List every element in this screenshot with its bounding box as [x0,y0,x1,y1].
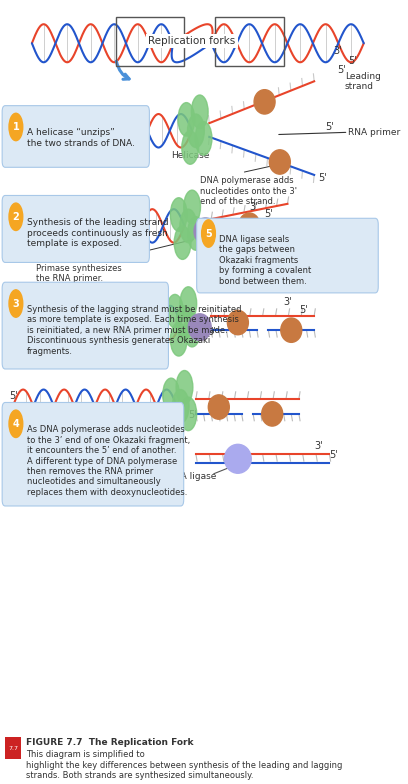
FancyBboxPatch shape [2,282,169,369]
Circle shape [9,410,23,437]
FancyBboxPatch shape [5,738,21,759]
Circle shape [180,287,197,321]
Circle shape [166,295,183,328]
Ellipse shape [281,318,302,343]
Text: 3': 3' [9,319,18,329]
Text: 3': 3' [314,441,323,451]
Text: 4: 4 [13,419,19,429]
Text: 5': 5' [318,173,327,183]
Text: DNA ligase seals
the gaps between
Okazaki fragments
by forming a covalent
bond b: DNA ligase seals the gaps between Okazak… [219,235,311,285]
Text: 5': 5' [9,391,18,401]
Ellipse shape [262,401,283,426]
Ellipse shape [227,310,248,335]
Text: 5': 5' [188,410,197,419]
Circle shape [178,103,195,136]
Text: RNA primer: RNA primer [348,128,401,136]
FancyBboxPatch shape [2,195,149,263]
Circle shape [184,191,200,223]
Circle shape [163,378,180,412]
Circle shape [184,314,200,347]
Circle shape [174,226,191,260]
Ellipse shape [224,445,251,474]
Text: 5': 5' [9,307,18,317]
FancyBboxPatch shape [2,402,184,506]
FancyBboxPatch shape [197,218,378,293]
Text: 3': 3' [9,223,18,232]
Text: FIGURE 7.7  The Replication Fork: FIGURE 7.7 The Replication Fork [26,738,194,747]
Circle shape [176,371,193,404]
Text: 3': 3' [284,297,292,307]
Circle shape [182,131,199,165]
Ellipse shape [304,220,325,245]
Text: 5': 5' [348,56,357,66]
Circle shape [171,198,187,231]
Text: This diagram is simplified to
highlight the key differences between synthesis of: This diagram is simplified to highlight … [26,750,343,780]
Text: Okazaki fragment
of the lagging strand: Okazaki fragment of the lagging strand [276,249,364,268]
Text: 5': 5' [9,211,18,221]
Circle shape [180,397,197,430]
Text: 5': 5' [213,230,222,241]
Text: 3: 3 [13,299,19,309]
Ellipse shape [208,395,229,419]
Text: 5': 5' [299,306,308,315]
Text: Replication forks: Replication forks [149,36,236,46]
Text: 5': 5' [9,114,18,125]
Ellipse shape [269,150,290,174]
Text: 3': 3' [333,45,342,56]
Circle shape [9,113,23,140]
Circle shape [176,306,193,339]
Text: 5': 5' [264,209,273,220]
Circle shape [202,220,215,247]
Text: Leading
strand: Leading strand [345,71,381,91]
Text: As DNA polymerase adds nucleotides
to the 3’ end of one Okazaki fragment,
it enc: As DNA polymerase adds nucleotides to th… [27,425,191,497]
Text: Synthesis of the lagging strand must be reinitiated
as more template is exposed.: Synthesis of the lagging strand must be … [27,305,242,356]
Text: 5': 5' [329,450,338,460]
Circle shape [195,122,212,155]
Ellipse shape [194,218,217,245]
Text: Helicase: Helicase [171,151,209,160]
Text: 2: 2 [13,212,19,222]
Text: 5': 5' [337,65,346,75]
Circle shape [171,322,187,356]
Text: 3': 3' [249,202,258,212]
Ellipse shape [188,314,211,340]
Circle shape [9,203,23,230]
Ellipse shape [254,89,275,114]
Circle shape [188,216,204,250]
Text: Primase synthesizes
the RNA primer.: Primase synthesizes the RNA primer. [36,264,122,283]
Text: 1: 1 [13,122,19,132]
Text: 3': 3' [9,126,18,136]
Text: A helicase “unzips”
the two strands of DNA.: A helicase “unzips” the two strands of D… [27,129,135,148]
Text: 5': 5' [207,327,216,336]
Text: 3': 3' [9,403,18,413]
Text: 5': 5' [326,122,334,132]
Text: Synthesis of the leading strand
proceeds continuously as fresh
template is expos: Synthesis of the leading strand proceeds… [27,218,169,248]
Text: DNA ligase: DNA ligase [167,472,217,481]
Text: 5: 5 [205,228,212,238]
Circle shape [191,95,208,129]
Text: DNA polymerase adds
nucleotides onto the 3'
end of the strand.: DNA polymerase adds nucleotides onto the… [200,176,297,206]
Circle shape [172,390,189,423]
Circle shape [180,209,197,243]
Circle shape [166,406,183,440]
FancyBboxPatch shape [2,106,149,167]
Circle shape [9,290,23,318]
Ellipse shape [239,213,260,238]
Text: 7.7: 7.7 [8,746,18,750]
Circle shape [188,114,204,147]
